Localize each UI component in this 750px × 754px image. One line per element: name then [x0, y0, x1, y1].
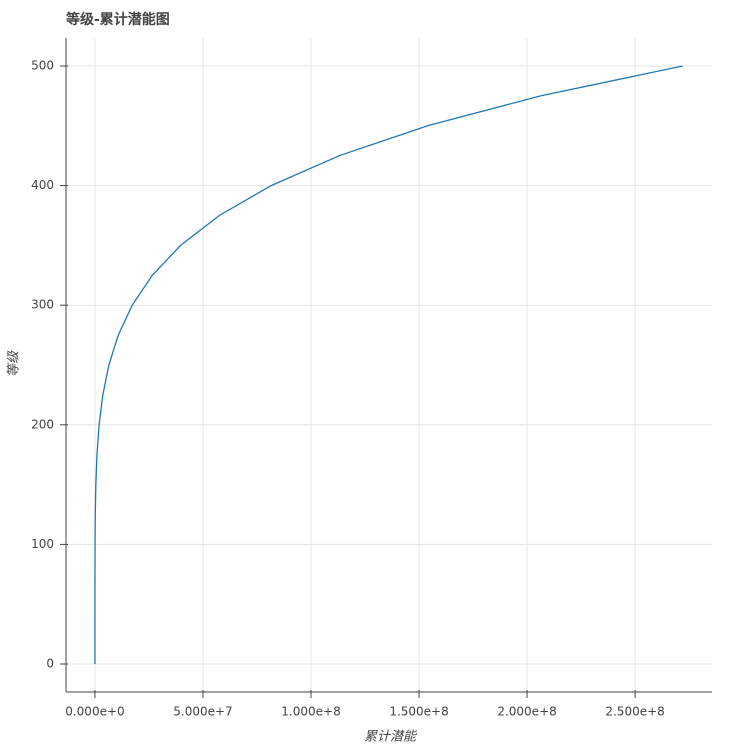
- chart-title: 等级-累计潜能图: [66, 11, 170, 28]
- x-tick-label: 5.000e+7: [173, 705, 232, 719]
- x-tick-label: 0.000e+0: [65, 705, 124, 719]
- x-tick-label: 1.500e+8: [389, 705, 448, 719]
- y-tick-label: 500: [31, 58, 54, 72]
- y-tick-label: 400: [31, 178, 54, 192]
- x-tick-label: 2.500e+8: [605, 705, 664, 719]
- x-tick-label: 2.000e+8: [497, 705, 556, 719]
- x-axis-label: 累计潜能: [364, 730, 418, 745]
- y-tick-label: 0: [46, 657, 54, 671]
- y-tick-label: 300: [31, 298, 54, 312]
- y-tick-label: 100: [31, 537, 54, 551]
- y-axis-label: 等级: [7, 350, 22, 377]
- y-tick-label: 200: [31, 417, 54, 431]
- line: [94, 65, 683, 665]
- x-tick-label: 1.000e+8: [281, 705, 340, 719]
